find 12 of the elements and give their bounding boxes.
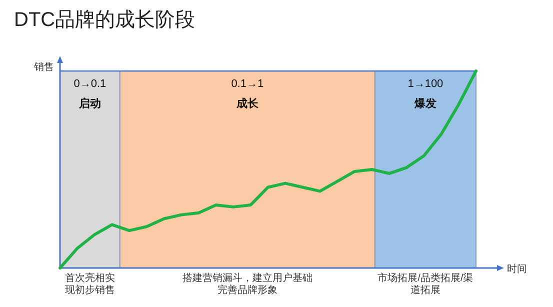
annotation: 1→100 [408,78,444,90]
text: 市场拓展/品类拓展/渠道拓展 [378,272,474,296]
x-axis-title: 时间 [507,263,527,275]
annotation: 0→0.1 [74,78,106,90]
annotation: 爆发 [413,97,436,110]
y-axis-title: 销售 [33,61,54,73]
annotation: 0.1→1 [231,78,264,90]
annotation: 成长 [235,97,260,110]
text: 搭建营销漏斗，建立用户基础完善品牌形象 [182,272,312,296]
chart-title: DTC品牌的成长阶段 [14,9,196,31]
text: 首次亮相实现初步销售 [64,272,115,296]
annotation: 启动 [78,97,101,110]
